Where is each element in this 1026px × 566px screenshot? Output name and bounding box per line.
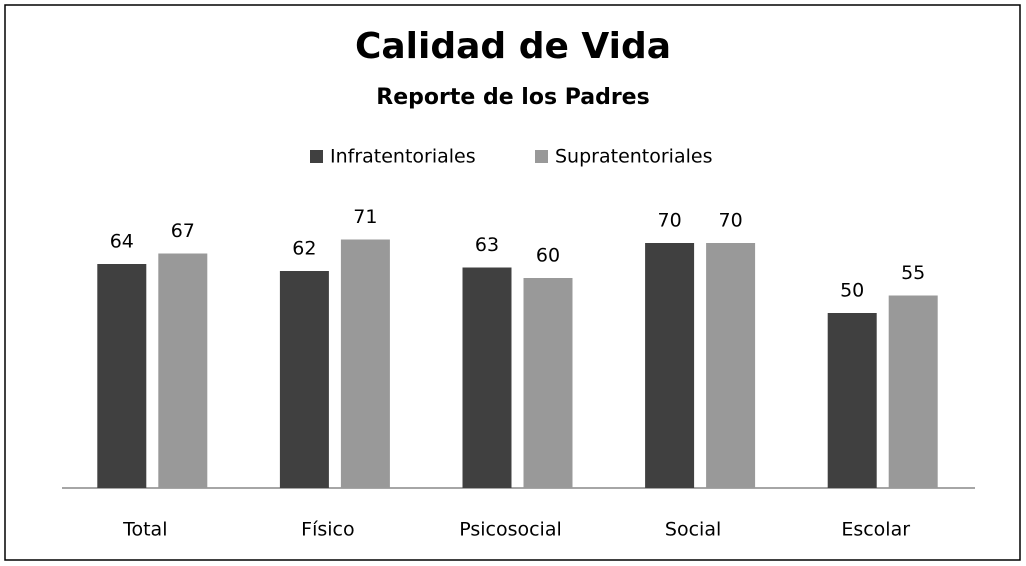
- value-label: 62: [292, 238, 316, 260]
- legend-swatch: [310, 150, 323, 163]
- value-label: 63: [475, 234, 499, 256]
- x-tick-label: Escolar: [841, 519, 910, 541]
- bar: [158, 253, 208, 488]
- value-label: 50: [840, 280, 864, 302]
- bar: [97, 264, 147, 488]
- x-tick-label: Psicosocial: [459, 519, 562, 541]
- chart-title: Calidad de Vida: [355, 26, 671, 67]
- value-label: 60: [536, 245, 560, 267]
- value-label: 70: [719, 210, 743, 232]
- bar: [462, 267, 512, 488]
- x-tick-label: Social: [665, 519, 721, 541]
- value-label: 71: [353, 206, 377, 228]
- x-tick-label: Físico: [301, 519, 354, 541]
- x-tick-label: Total: [122, 519, 167, 541]
- bar: [827, 313, 877, 488]
- value-label: 67: [171, 220, 195, 242]
- bar: [645, 243, 695, 488]
- legend-label: Supratentoriales: [555, 146, 712, 168]
- legend-label: Infratentoriales: [330, 146, 476, 168]
- legend-swatch: [535, 150, 548, 163]
- bar: [340, 239, 390, 488]
- value-label: 55: [901, 262, 925, 284]
- value-label: 64: [110, 231, 134, 253]
- chart-subtitle: Reporte de los Padres: [376, 85, 649, 110]
- bar: [279, 271, 329, 488]
- bar: [888, 295, 938, 488]
- frame: [4, 4, 1021, 561]
- bar: [523, 278, 573, 488]
- value-label: 70: [658, 210, 682, 232]
- bar: [706, 243, 756, 488]
